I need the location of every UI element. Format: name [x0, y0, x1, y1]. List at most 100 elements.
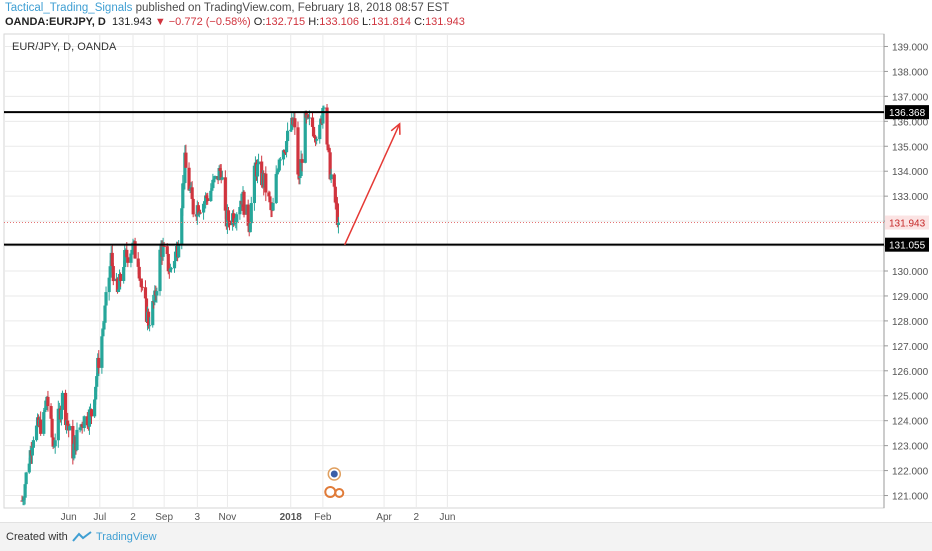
candle-body — [278, 159, 282, 161]
candle-body — [162, 245, 166, 247]
chart-area[interactable]: 121.000 122.000 123.000 124.000 125.000 126.0… — [0, 30, 932, 522]
candle-body — [155, 291, 159, 296]
candle-body — [289, 129, 293, 131]
price-chart[interactable]: 121.000 122.000 123.000 124.000 125.000 126.0… — [0, 30, 932, 522]
candle-body — [264, 173, 268, 193]
candle-body — [51, 437, 55, 447]
candle-body — [89, 409, 94, 417]
candle-body — [182, 182, 186, 184]
candle-body — [169, 268, 173, 270]
candle-body — [116, 289, 121, 292]
trend-arrow[interactable] — [343, 123, 401, 246]
y-tick-label: 134.000 — [892, 167, 929, 178]
candle-body — [100, 336, 104, 368]
x-tick-label: 2 — [413, 512, 419, 522]
x-tick-label: Feb — [314, 512, 332, 522]
candle-body — [94, 386, 98, 400]
candle-body — [242, 191, 246, 215]
candle-body — [161, 245, 165, 257]
candle-body — [28, 450, 32, 464]
x-tick-label: Jun — [61, 512, 77, 522]
created-with-text: Created with — [6, 531, 68, 543]
candle-body — [136, 258, 140, 267]
candle-body — [326, 144, 330, 148]
candle-body — [66, 420, 70, 426]
candle-body — [68, 426, 72, 431]
x-tick-label: Sep — [155, 512, 173, 522]
candle-body — [104, 292, 108, 306]
candle-body — [158, 249, 162, 292]
candle-body — [63, 392, 68, 426]
candle-body — [24, 472, 28, 485]
candle-body — [310, 117, 315, 127]
price-value: 131.943 — [111, 16, 152, 28]
candle-body — [307, 117, 311, 119]
high-label: H: — [308, 16, 320, 28]
candle-body — [267, 192, 271, 197]
candle-body — [282, 150, 287, 153]
candle-body — [118, 273, 123, 281]
candle-body — [270, 210, 274, 212]
candle-body — [325, 107, 329, 145]
candle-body — [167, 271, 171, 273]
candle-body — [30, 447, 34, 456]
candle-body — [198, 212, 203, 214]
candle-body — [252, 165, 256, 204]
candle-body — [107, 277, 111, 293]
candle-body — [321, 108, 325, 124]
economic-event-icon[interactable] — [324, 467, 345, 498]
x-tick-label: Jul — [93, 512, 106, 522]
candle-body — [226, 210, 231, 221]
open-value: 132.715 — [265, 16, 306, 28]
symbol-label: OANDA:EURJPY, D — [5, 16, 106, 28]
candle-body — [274, 174, 278, 204]
candle-body — [46, 396, 50, 407]
candle-body — [296, 127, 300, 175]
candle-body — [300, 159, 304, 163]
author-link[interactable]: Tactical_Trading_Signals — [5, 2, 133, 14]
candle-body — [130, 249, 134, 254]
candle-body — [328, 152, 332, 180]
candle-body — [286, 130, 290, 142]
candle-body — [232, 213, 236, 224]
candle-body — [22, 497, 26, 501]
candle-body — [334, 202, 338, 204]
candle-body — [268, 196, 272, 203]
candle-body — [71, 426, 75, 459]
candle-body — [213, 176, 217, 179]
candle-body — [27, 463, 31, 473]
publish-text: published on TradingView.com, February 1… — [135, 2, 450, 14]
chart-header: Tactical_Trading_Signals published on Tr… — [0, 0, 932, 30]
candle-body — [129, 253, 133, 263]
candle-body — [139, 280, 143, 287]
candle-body — [315, 139, 319, 141]
x-tick-label: 2018 — [280, 512, 303, 522]
low-value: 131.814 — [371, 16, 411, 28]
candle-body — [117, 273, 122, 290]
candle-body — [44, 400, 48, 411]
publish-info: Tactical_Trading_Signals published on Tr… — [5, 2, 449, 14]
candle-body — [166, 253, 170, 272]
candle-body — [82, 416, 86, 429]
y-tick-label: 127.000 — [892, 342, 929, 353]
candle-body — [281, 150, 286, 160]
candle-body — [110, 252, 114, 267]
last-price-label: 131.943 — [889, 219, 926, 230]
candle-body — [220, 177, 224, 180]
candle-body — [93, 399, 97, 417]
candle-body — [327, 147, 331, 153]
tradingview-brand-link[interactable]: TradingView — [96, 531, 157, 543]
candle-body — [184, 152, 188, 168]
candle-body — [219, 170, 223, 180]
candle-body — [85, 416, 89, 426]
candle-body — [314, 136, 318, 141]
candle-body — [102, 322, 106, 330]
change-value: ▼ −0.772 (−0.58%) — [154, 16, 251, 28]
candle-body — [204, 195, 208, 203]
candle-body — [103, 305, 107, 323]
candle-body — [23, 484, 27, 498]
y-tick-label: 137.000 — [892, 92, 929, 103]
high-value: 133.106 — [319, 16, 359, 28]
y-tick-label: 126.000 — [892, 367, 929, 378]
candle-body — [248, 223, 252, 233]
